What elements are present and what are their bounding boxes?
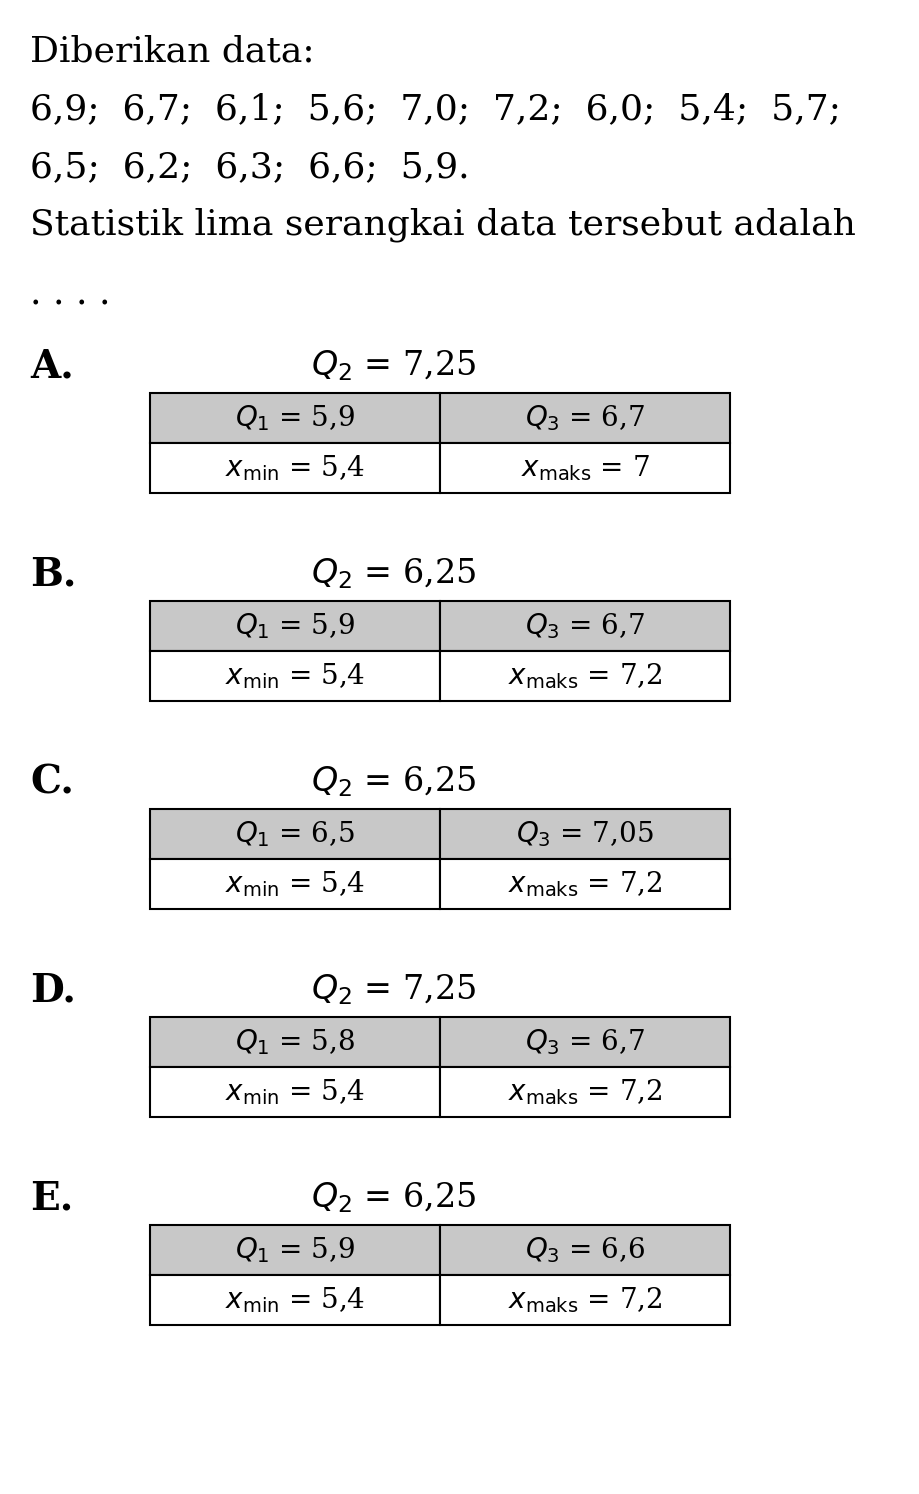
Text: $x_{\mathrm{min}}$ = 5,4: $x_{\mathrm{min}}$ = 5,4 [224,1285,365,1315]
Bar [439,808,729,859]
Text: $\mathit{Q_3}$ = 6,7: $\mathit{Q_3}$ = 6,7 [525,403,644,433]
Bar [439,1225,729,1274]
Text: $\mathit{Q_3}$ = 7,05: $\mathit{Q_3}$ = 7,05 [516,819,653,849]
Text: $\mathit{Q_2}$ = 6,25: $\mathit{Q_2}$ = 6,25 [311,1180,476,1215]
Text: 6,5;  6,2;  6,3;  6,6;  5,9.: 6,5; 6,2; 6,3; 6,6; 5,9. [30,149,469,184]
Text: $\mathit{Q_1}$ = 6,5: $\mathit{Q_1}$ = 6,5 [234,819,355,849]
Bar [150,1017,439,1067]
Text: $\mathit{Q_2}$ = 6,25: $\mathit{Q_2}$ = 6,25 [311,763,476,799]
Text: $\mathit{Q_1}$ = 5,9: $\mathit{Q_1}$ = 5,9 [234,611,355,641]
Text: D.: D. [30,973,75,1010]
Text: $x_{\mathrm{maks}}$ = 7: $x_{\mathrm{maks}}$ = 7 [520,453,649,483]
Bar [439,1274,729,1325]
Bar [150,393,439,444]
Bar [439,1067,729,1118]
Text: $\mathit{Q_1}$ = 5,9: $\mathit{Q_1}$ = 5,9 [234,1236,355,1265]
Bar [439,1017,729,1067]
Text: $x_{\mathrm{min}}$ = 5,4: $x_{\mathrm{min}}$ = 5,4 [224,662,365,690]
Text: $x_{\mathrm{min}}$ = 5,4: $x_{\mathrm{min}}$ = 5,4 [224,870,365,899]
Text: $x_{\mathrm{maks}}$ = 7,2: $x_{\mathrm{maks}}$ = 7,2 [507,870,662,899]
Text: $\mathit{Q_2}$ = 7,25: $\mathit{Q_2}$ = 7,25 [311,348,476,382]
Bar [150,601,439,651]
Bar [439,444,729,493]
Text: $\mathit{Q_3}$ = 6,7: $\mathit{Q_3}$ = 6,7 [525,611,644,641]
Text: $\mathit{Q_3}$ = 6,7: $\mathit{Q_3}$ = 6,7 [525,1026,644,1056]
Bar [150,651,439,701]
Text: Statistik lima serangkai data tersebut adalah: Statistik lima serangkai data tersebut a… [30,208,855,242]
Text: $\mathit{Q_1}$ = 5,8: $\mathit{Q_1}$ = 5,8 [234,1026,355,1056]
Text: E.: E. [30,1180,74,1218]
Bar [150,444,439,493]
Bar [150,1274,439,1325]
Text: $\mathit{Q_1}$ = 5,9: $\mathit{Q_1}$ = 5,9 [234,403,355,433]
Text: Diberikan data:: Diberikan data: [30,34,314,69]
Text: $\mathit{Q_2}$ = 6,25: $\mathit{Q_2}$ = 6,25 [311,556,476,590]
Bar [439,393,729,444]
Bar [150,1225,439,1274]
Bar [439,859,729,908]
Text: $x_{\mathrm{maks}}$ = 7,2: $x_{\mathrm{maks}}$ = 7,2 [507,1077,662,1107]
Text: $\mathit{Q_3}$ = 6,6: $\mathit{Q_3}$ = 6,6 [525,1236,644,1265]
Bar [150,808,439,859]
Text: $x_{\mathrm{maks}}$ = 7,2: $x_{\mathrm{maks}}$ = 7,2 [507,1285,662,1315]
Text: 6,9;  6,7;  6,1;  5,6;  7,0;  7,2;  6,0;  5,4;  5,7;: 6,9; 6,7; 6,1; 5,6; 7,0; 7,2; 6,0; 5,4; … [30,93,840,125]
Text: $x_{\mathrm{min}}$ = 5,4: $x_{\mathrm{min}}$ = 5,4 [224,1077,365,1107]
Text: . . . .: . . . . [30,278,110,312]
Text: $x_{\mathrm{min}}$ = 5,4: $x_{\mathrm{min}}$ = 5,4 [224,453,365,483]
Text: A.: A. [30,348,74,385]
Text: $\mathit{Q_2}$ = 7,25: $\mathit{Q_2}$ = 7,25 [311,973,476,1007]
Bar [150,859,439,908]
Bar [150,1067,439,1118]
Bar [439,601,729,651]
Bar [439,651,729,701]
Text: C.: C. [30,763,74,802]
Text: $x_{\mathrm{maks}}$ = 7,2: $x_{\mathrm{maks}}$ = 7,2 [507,662,662,690]
Text: B.: B. [30,556,76,595]
